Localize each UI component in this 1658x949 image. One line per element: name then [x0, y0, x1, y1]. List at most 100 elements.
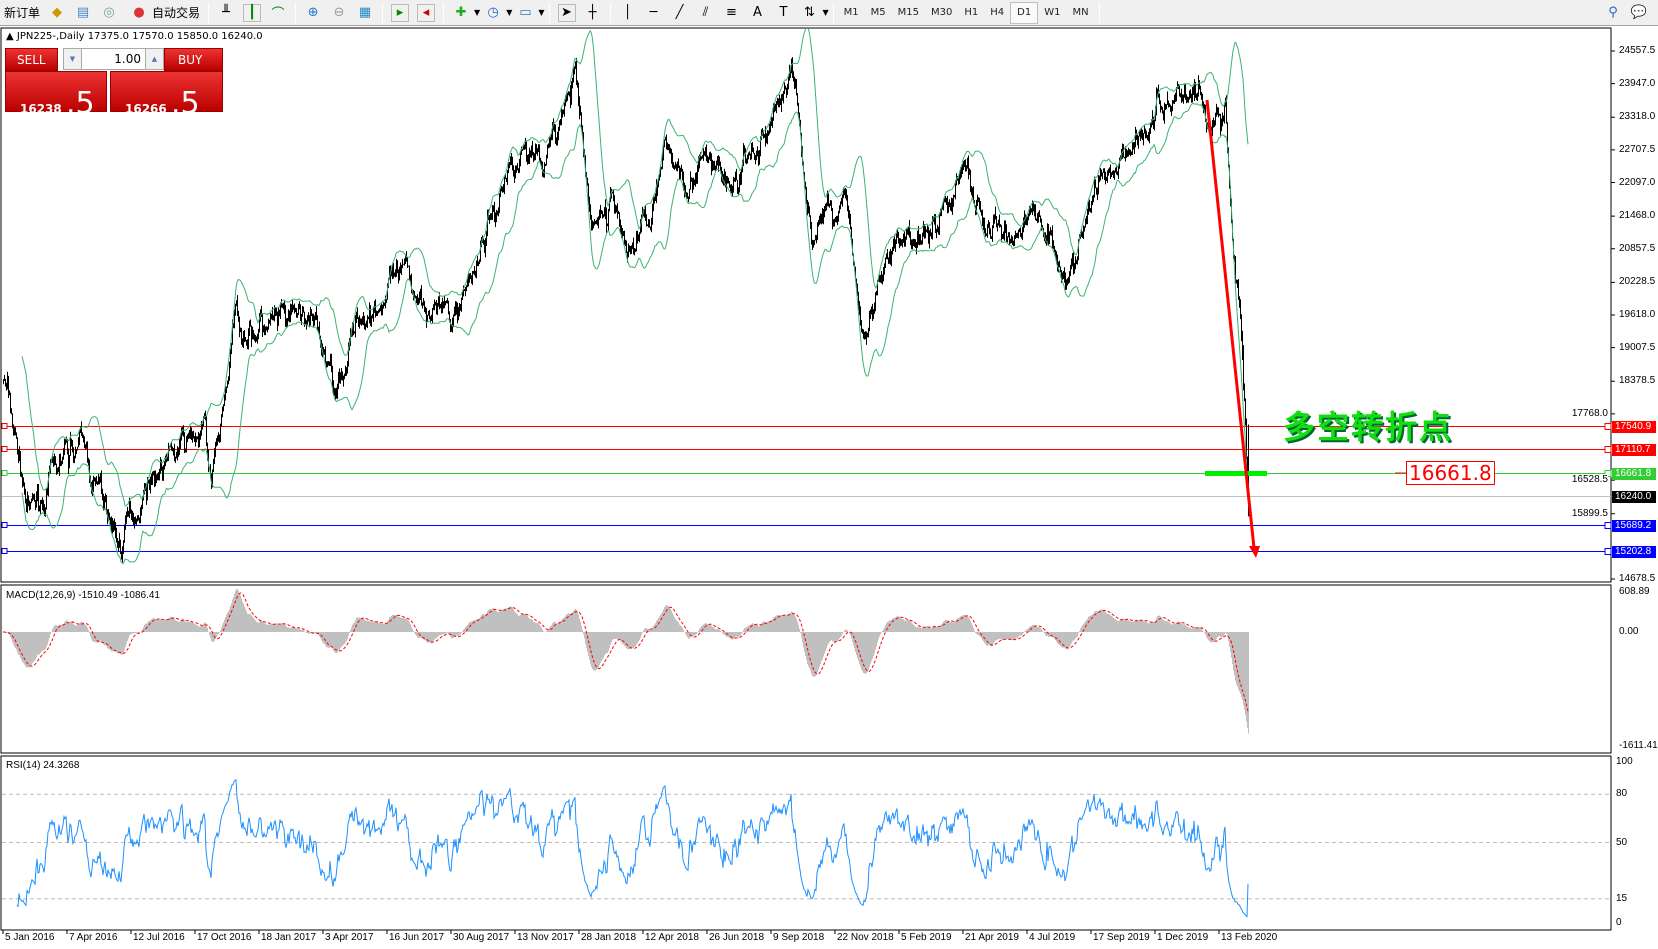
- macd-indicator: [3, 589, 1249, 734]
- toolbar-divider: [548, 2, 550, 23]
- crosshair-icon[interactable]: ┼: [588, 5, 597, 20]
- buy-button[interactable]: BUY: [164, 48, 223, 71]
- date-tick-label: 13 Feb 2020: [1221, 932, 1278, 943]
- tile-windows-icon[interactable]: ▦: [358, 5, 372, 20]
- zoom-out-icon[interactable]: ⊖: [333, 5, 345, 20]
- rsi-indicator: [2, 778, 1610, 918]
- arrows-icon[interactable]: ⇅: [804, 5, 815, 20]
- price-level-handle: [1, 470, 8, 476]
- price-tick-label: 15899.5: [1562, 507, 1608, 520]
- vertical-line-icon[interactable]: │: [623, 5, 632, 20]
- date-tick-label: 22 Nov 2018: [837, 932, 894, 943]
- indicators-icon[interactable]: ✚: [455, 5, 467, 20]
- candlestick-chart-icon[interactable]: ┃: [243, 3, 262, 22]
- price-level-handle: [1604, 446, 1612, 453]
- equidistant-channel-icon[interactable]: ⫽: [702, 5, 709, 20]
- price-tick-label: 20228.5: [1619, 276, 1656, 288]
- templates-icon[interactable]: ▭: [519, 5, 532, 20]
- macd-pane-border: [0, 584, 1612, 754]
- buy-price-main: 16266: [125, 102, 167, 116]
- rsi-tick-label: 50: [1616, 836, 1628, 848]
- rsi-tick-label: 15: [1616, 892, 1628, 904]
- timeframe-h1[interactable]: H1: [964, 7, 979, 18]
- timeframe-m15[interactable]: M15: [897, 7, 920, 18]
- dropdown-arrow-icon[interactable]: ▼: [822, 8, 829, 17]
- chat-icon[interactable]: 💬: [1630, 5, 1648, 20]
- decrease-lots-icon[interactable]: ▼: [64, 49, 82, 69]
- toolbar: 新订单 ◆ ▤ ◎ ● 自动交易 ╨ ┃ ⌒ ⊕ ⊖ ▦ ▸ ◂ ✚ ▼ ◷ ▼ ▭ ▼…: [0, 0, 1658, 26]
- price-level-handle: [1604, 470, 1612, 477]
- toolbar-divider: [382, 2, 384, 23]
- chart-shift-icon[interactable]: ◂: [417, 3, 436, 22]
- price-level-tag: 17110.7: [1612, 443, 1656, 456]
- price-tick-label: 22707.5: [1619, 143, 1656, 155]
- macd-signal-line: [3, 592, 1249, 712]
- periods-clock-icon[interactable]: ◷: [487, 5, 499, 20]
- auto-trading-button[interactable]: ● 自动交易: [122, 2, 204, 24]
- sell-price-button[interactable]: 16238 .5: [5, 71, 107, 121]
- timeframe-d1[interactable]: D1: [1010, 1, 1039, 24]
- date-tick-label: 5 Feb 2019: [901, 932, 952, 943]
- increase-lots-icon[interactable]: ▲: [145, 49, 163, 69]
- timeframe-m30[interactable]: M30: [931, 7, 953, 18]
- date-tick-label: 17 Oct 2016: [197, 932, 252, 943]
- dropdown-arrow-icon[interactable]: ▼: [474, 8, 481, 17]
- downtrend-arrow-line[interactable]: [1205, 99, 1256, 549]
- signals-icon[interactable]: ◎: [103, 5, 115, 20]
- timeframe-h4[interactable]: H4: [990, 7, 1005, 18]
- date-tick-label: 3 Apr 2017: [325, 932, 374, 943]
- toolbar-divider: [443, 2, 445, 23]
- sell-price-fraction: .5: [65, 86, 95, 121]
- line-chart-icon[interactable]: ⌒: [271, 7, 285, 22]
- trendline-icon[interactable]: ╱: [675, 5, 684, 20]
- date-tick-label: 21 Apr 2019: [965, 932, 1019, 943]
- pivot-price-label[interactable]: 16661.8: [1406, 461, 1495, 485]
- sell-button[interactable]: SELL: [5, 48, 58, 71]
- auto-scroll-icon[interactable]: ▸: [391, 3, 410, 22]
- candles: [3, 57, 1249, 563]
- timeframe-w1[interactable]: W1: [1044, 7, 1061, 18]
- date-tick-label: 4 Jul 2019: [1029, 932, 1076, 943]
- history-center-icon[interactable]: ◆: [52, 5, 63, 20]
- price-level-tag: 17540.9: [1612, 420, 1656, 433]
- symbol-info: ▲ JPN225-,Daily 17375.0 17570.0 15850.0 …: [6, 31, 263, 42]
- auto-trading-label: 自动交易: [152, 6, 201, 20]
- price-level-handle: [1604, 522, 1612, 529]
- bar-chart-icon[interactable]: ╨: [222, 5, 230, 20]
- toolbar-divider: [208, 2, 210, 23]
- timeframe-mn[interactable]: MN: [1072, 7, 1089, 18]
- search-icon[interactable]: ⚲: [1608, 5, 1618, 20]
- text-label-icon[interactable]: T: [779, 5, 788, 20]
- lot-size-stepper[interactable]: ▼ 1.00 ▲: [63, 48, 164, 70]
- toolbar-divider: [295, 2, 297, 23]
- pivot-annotation-text[interactable]: 多空转折点: [1283, 408, 1454, 446]
- price-tick-label: 14678.5: [1619, 573, 1656, 584]
- dropdown-arrow-icon[interactable]: ▼: [538, 8, 545, 17]
- price-tick-label: 21468.0: [1619, 210, 1656, 222]
- zoom-in-icon[interactable]: ⊕: [307, 5, 319, 20]
- text-icon[interactable]: A: [753, 5, 762, 20]
- pivot-marker-bar[interactable]: [1205, 471, 1267, 476]
- lot-size-input[interactable]: 1.00: [82, 49, 145, 69]
- price-tick-label: 18378.5: [1619, 375, 1656, 387]
- macd-tick-label: 0.00: [1619, 626, 1639, 637]
- fibonacci-icon[interactable]: ≡: [726, 5, 737, 20]
- timeframe-m5[interactable]: M5: [870, 7, 886, 18]
- new-order-button[interactable]: 新订单: [0, 2, 44, 24]
- price-tick-label: 24557.5: [1619, 45, 1656, 56]
- market-watch-icon[interactable]: ▤: [76, 5, 90, 20]
- bollinger-upper-band: [21, 29, 1249, 507]
- price-level-handle: [1, 522, 8, 528]
- date-tick-label: 1 Dec 2019: [1157, 932, 1209, 943]
- rsi-tick-label: 100: [1616, 756, 1633, 767]
- bollinger-lower-band: [21, 102, 1249, 565]
- price-level-tag: 15689.2: [1612, 519, 1656, 532]
- dropdown-arrow-icon[interactable]: ▼: [506, 8, 513, 17]
- price-level-tag: 16240.0: [1612, 490, 1656, 503]
- cursor-icon[interactable]: ➤: [557, 3, 576, 22]
- timeframe-m1[interactable]: M1: [843, 7, 859, 18]
- buy-price-button[interactable]: 16266 .5: [110, 71, 223, 121]
- horizontal-line-icon[interactable]: ─: [649, 5, 658, 20]
- date-tick-label: 12 Jul 2016: [133, 932, 185, 943]
